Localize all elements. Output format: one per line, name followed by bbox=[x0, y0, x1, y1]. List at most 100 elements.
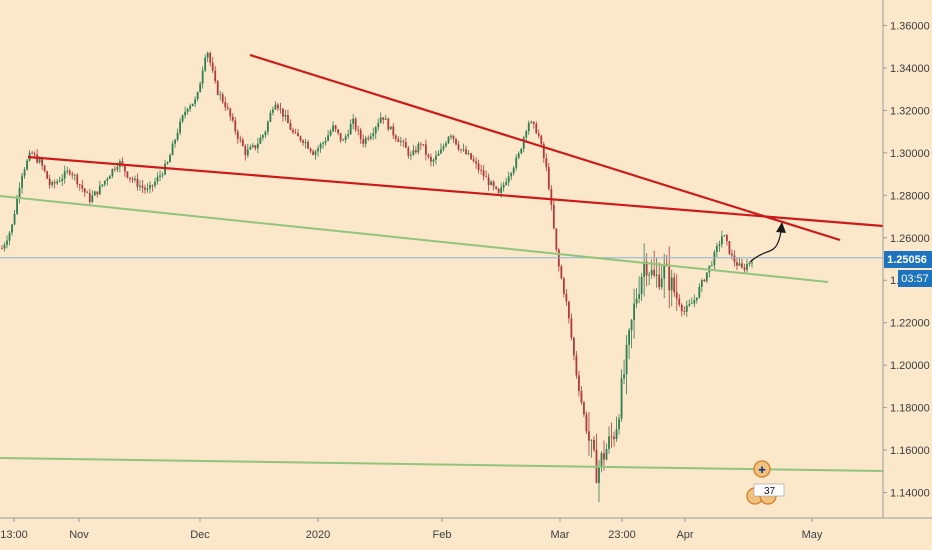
candle-body bbox=[653, 269, 656, 276]
candle-body bbox=[460, 149, 462, 151]
candle-body bbox=[565, 293, 568, 302]
candle-body bbox=[583, 402, 585, 415]
candle-body bbox=[374, 127, 377, 134]
candle-body bbox=[618, 418, 620, 430]
candle-body bbox=[668, 265, 671, 291]
candle-body bbox=[462, 149, 465, 151]
x-tick-label: Nov bbox=[69, 529, 89, 541]
candle-body bbox=[239, 138, 242, 140]
candle-body bbox=[575, 355, 578, 376]
candle-body bbox=[698, 286, 701, 298]
candle-body bbox=[71, 173, 74, 176]
candle-body bbox=[6, 240, 8, 245]
candle-body bbox=[726, 235, 728, 242]
event-markers[interactable]: ✚ 37 bbox=[746, 460, 785, 505]
candle-body bbox=[181, 115, 184, 122]
candle-body bbox=[3, 244, 6, 249]
candle-body bbox=[364, 137, 367, 144]
candle-body bbox=[505, 182, 508, 185]
candle-body bbox=[58, 180, 61, 182]
last-price-bg bbox=[884, 251, 932, 268]
candle-body bbox=[134, 178, 136, 180]
candle-body bbox=[372, 133, 375, 137]
candle-body bbox=[139, 185, 141, 187]
candle-body bbox=[179, 121, 181, 133]
candle-body bbox=[402, 141, 405, 142]
candle-body bbox=[608, 436, 610, 450]
candle-body bbox=[465, 149, 467, 155]
candle-body bbox=[527, 122, 530, 132]
candle-body bbox=[229, 108, 232, 117]
candle-body bbox=[738, 263, 741, 266]
x-tick-label: Mar bbox=[551, 529, 570, 541]
candle-body bbox=[221, 94, 224, 103]
candle-body bbox=[603, 453, 605, 460]
candle-body bbox=[209, 52, 212, 63]
candle-body bbox=[206, 52, 209, 58]
candle-body bbox=[643, 261, 646, 277]
candle-body bbox=[630, 320, 633, 331]
candle-body bbox=[219, 94, 222, 96]
candle-body bbox=[21, 175, 23, 188]
candle-body bbox=[352, 118, 355, 124]
candle-body bbox=[733, 255, 736, 263]
candle-body bbox=[342, 140, 345, 141]
candle-body bbox=[427, 154, 430, 157]
y-tick-label: 1.26000 bbox=[890, 233, 930, 245]
candle-body bbox=[648, 274, 651, 276]
candle-body bbox=[525, 131, 528, 138]
candle-body bbox=[272, 109, 274, 113]
candle-body bbox=[384, 118, 387, 120]
candle-body bbox=[199, 83, 202, 93]
candle-body bbox=[349, 123, 352, 135]
candle-body bbox=[46, 171, 49, 179]
candle-body bbox=[369, 136, 372, 139]
candle-body bbox=[23, 169, 26, 176]
candle-body bbox=[578, 375, 580, 391]
candle-body bbox=[660, 278, 663, 288]
candle-body bbox=[43, 165, 46, 172]
candle-body bbox=[675, 292, 678, 299]
candle-body bbox=[432, 159, 435, 162]
x-axis: 13:00 Nov Dec 2020 Feb Mar 23:00 Apr May bbox=[0, 517, 932, 541]
candle-body bbox=[86, 192, 89, 194]
candle-body bbox=[211, 62, 214, 71]
candle-body bbox=[743, 267, 746, 270]
candle-body bbox=[216, 81, 219, 95]
candle-body bbox=[452, 135, 455, 139]
candle-body bbox=[751, 262, 753, 264]
candle-body bbox=[703, 279, 706, 282]
candle-body bbox=[663, 263, 666, 279]
candle-body bbox=[236, 131, 239, 139]
candle-body bbox=[284, 115, 287, 117]
candle-body bbox=[382, 117, 385, 120]
candle-body bbox=[337, 129, 340, 134]
candle-body bbox=[73, 175, 76, 176]
candle-body bbox=[126, 171, 129, 178]
candle-body bbox=[108, 175, 111, 179]
candle-body bbox=[48, 178, 51, 185]
candle-body bbox=[309, 148, 312, 152]
candle-body bbox=[299, 136, 302, 141]
event-flag-gb-icon[interactable] bbox=[753, 460, 771, 478]
candle-body bbox=[131, 178, 134, 180]
candle-body bbox=[26, 160, 28, 170]
candle-body bbox=[18, 187, 21, 198]
y-tick-label: 1.18000 bbox=[890, 403, 930, 415]
candle-body bbox=[116, 166, 119, 170]
candle-body bbox=[246, 149, 249, 156]
candle-body bbox=[41, 159, 44, 166]
candle-body bbox=[417, 143, 420, 153]
candle-body bbox=[419, 143, 422, 145]
candle-body bbox=[249, 146, 252, 150]
candle-body bbox=[124, 165, 126, 172]
candle-body bbox=[693, 300, 696, 304]
candle-body bbox=[287, 115, 289, 124]
candle-body bbox=[56, 181, 59, 184]
candle-body bbox=[184, 111, 187, 116]
candle-body bbox=[680, 304, 683, 312]
candle-body bbox=[196, 92, 199, 100]
candle-body bbox=[83, 188, 86, 193]
